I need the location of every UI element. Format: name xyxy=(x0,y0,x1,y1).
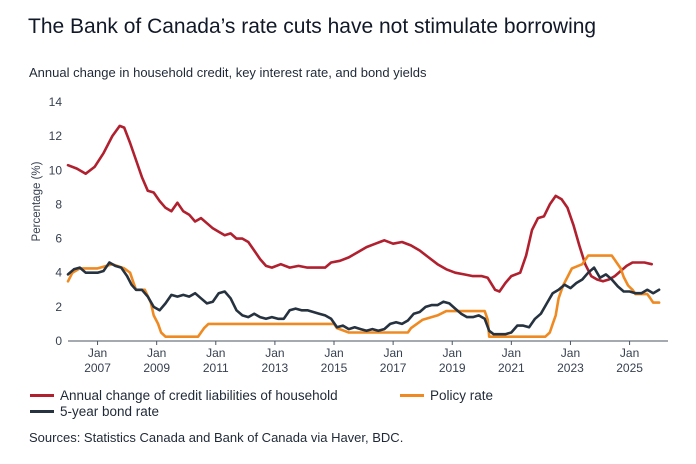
x-tick-label-year: 2021 xyxy=(498,361,525,375)
x-tick-label-year: 2009 xyxy=(143,361,170,375)
legend-label-policy: Policy rate xyxy=(430,388,494,403)
chart-subtitle: Annual change in household credit, key i… xyxy=(29,65,427,80)
legend-item-policy: Policy rate xyxy=(400,388,493,403)
series-line-policy xyxy=(66,254,661,338)
x-tick-label-month: Jan xyxy=(88,346,107,360)
x-tick-label-month: Jan xyxy=(443,346,462,360)
x-tick-label-month: Jan xyxy=(561,346,580,360)
x-tick-label-month: Jan xyxy=(502,346,521,360)
y-tick-label: 0 xyxy=(55,334,62,348)
x-tick-label-year: 2007 xyxy=(84,361,111,375)
x-tick-label-year: 2017 xyxy=(380,361,407,375)
y-tick-label: 12 xyxy=(49,129,63,143)
x-tick-label-month: Jan xyxy=(620,346,639,360)
source-note: Sources: Statistics Canada and Bank of C… xyxy=(29,430,404,445)
chart-title: The Bank of Canada’s rate cuts have not … xyxy=(28,15,597,38)
x-tick-label-year: 2011 xyxy=(203,361,229,375)
y-tick-label: 2 xyxy=(55,300,62,314)
y-tick-label: 8 xyxy=(55,197,62,211)
legend-item-credit: Annual change of credit liabilities of h… xyxy=(30,388,338,403)
x-tick-label-month: Jan xyxy=(147,346,166,360)
x-tick-label-year: 2025 xyxy=(616,361,643,375)
legend-swatch-policy xyxy=(400,394,424,397)
y-tick-label: 4 xyxy=(55,266,62,280)
y-axis-label: Percentage (%) xyxy=(31,161,43,241)
x-tick-label-year: 2015 xyxy=(321,361,348,375)
y-tick-label: 10 xyxy=(49,163,63,177)
legend-label-bond: 5-year bond rate xyxy=(60,404,160,419)
legend-swatch-credit xyxy=(30,394,54,397)
x-tick-label-year: 2019 xyxy=(439,361,466,375)
legend-item-bond: 5-year bond rate xyxy=(30,404,159,419)
y-tick-label: 14 xyxy=(49,95,63,109)
x-tick-label-month: Jan xyxy=(206,346,225,360)
x-tick-label-month: Jan xyxy=(383,346,402,360)
series-line-bond xyxy=(66,261,661,336)
y-tick-label: 6 xyxy=(55,232,62,246)
x-tick-label-month: Jan xyxy=(324,346,343,360)
legend-label-credit: Annual change of credit liabilities of h… xyxy=(60,388,338,403)
series-line-credit xyxy=(66,124,653,293)
x-tick-label-year: 2013 xyxy=(262,361,289,375)
x-tick-label-year: 2023 xyxy=(557,361,584,375)
x-tick-label-month: Jan xyxy=(265,346,284,360)
legend-swatch-bond xyxy=(30,410,54,413)
